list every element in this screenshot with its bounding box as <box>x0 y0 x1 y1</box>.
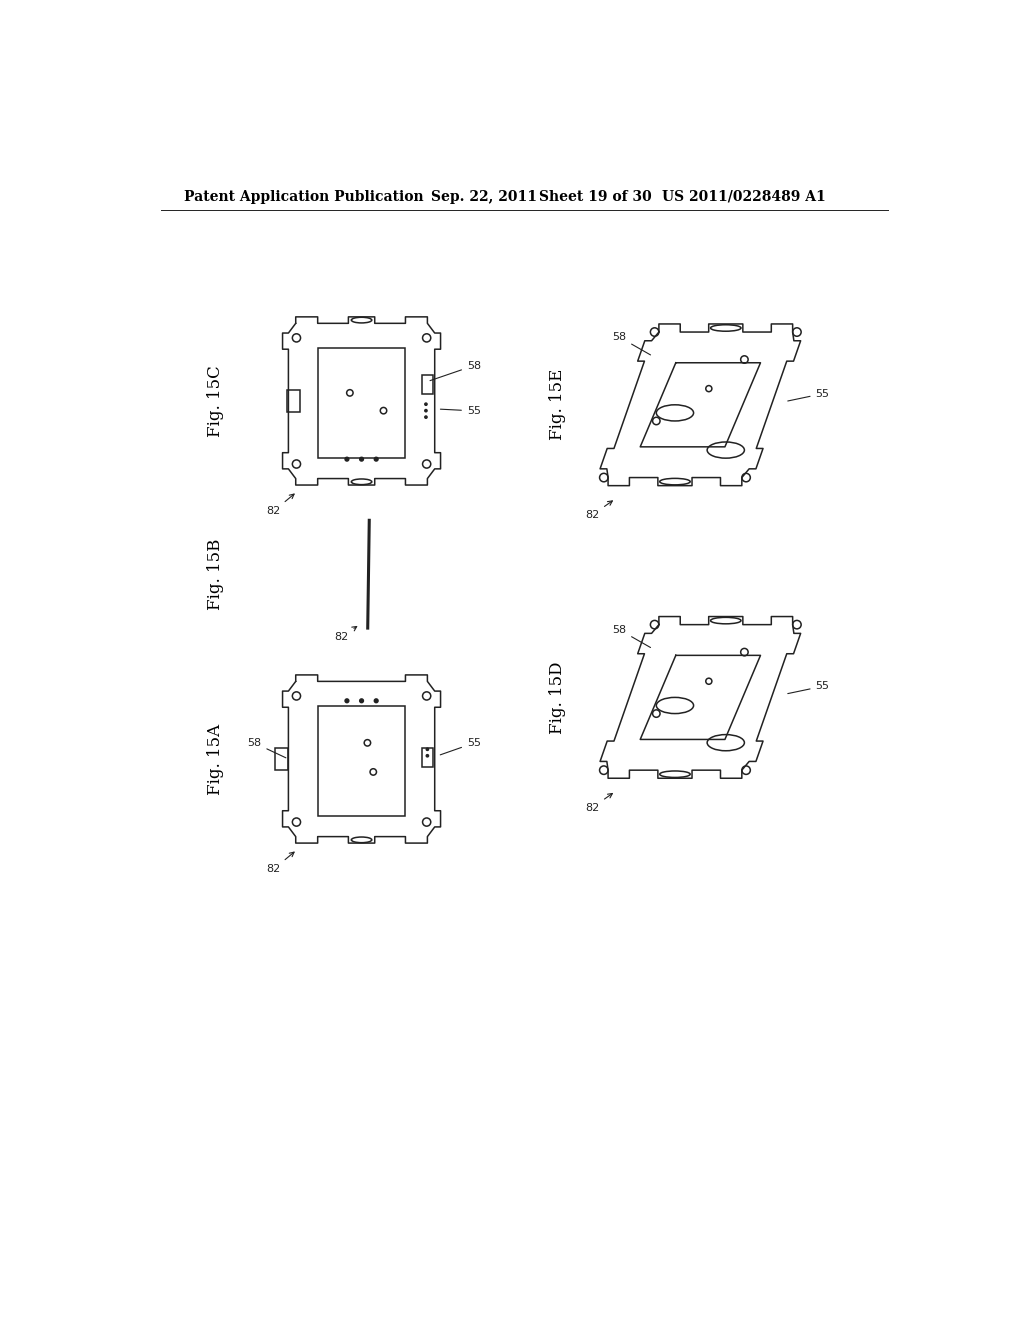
Text: 82: 82 <box>585 500 612 520</box>
Bar <box>422 375 433 395</box>
Circle shape <box>359 698 364 702</box>
Text: 58: 58 <box>612 333 650 355</box>
Circle shape <box>375 698 378 702</box>
Bar <box>317 706 406 816</box>
Text: 82: 82 <box>335 627 356 642</box>
Text: Fig. 15A: Fig. 15A <box>207 723 224 795</box>
Text: US 2011/0228489 A1: US 2011/0228489 A1 <box>662 190 825 203</box>
Circle shape <box>425 416 427 418</box>
Text: Sep. 22, 2011: Sep. 22, 2011 <box>431 190 537 203</box>
Text: 82: 82 <box>266 853 294 874</box>
Text: Fig. 15C: Fig. 15C <box>207 366 224 437</box>
Circle shape <box>345 457 349 461</box>
Text: 55: 55 <box>787 388 829 401</box>
Text: 55: 55 <box>787 681 829 693</box>
Text: Fig. 15B: Fig. 15B <box>207 539 224 610</box>
Text: 55: 55 <box>440 738 481 755</box>
Bar <box>287 389 300 412</box>
Circle shape <box>425 409 427 412</box>
Circle shape <box>359 457 364 461</box>
Circle shape <box>426 755 429 756</box>
Circle shape <box>345 698 349 702</box>
Text: 82: 82 <box>585 793 612 813</box>
Circle shape <box>425 403 427 405</box>
Circle shape <box>375 457 378 461</box>
Text: Fig. 15D: Fig. 15D <box>550 661 566 734</box>
Circle shape <box>426 748 429 751</box>
Text: Fig. 15E: Fig. 15E <box>550 370 566 441</box>
Bar <box>422 747 433 767</box>
Text: Sheet 19 of 30: Sheet 19 of 30 <box>539 190 651 203</box>
Text: 82: 82 <box>266 494 294 516</box>
Text: 55: 55 <box>440 405 481 416</box>
Text: 58: 58 <box>430 360 481 380</box>
Text: Patent Application Publication: Patent Application Publication <box>184 190 424 203</box>
Bar <box>317 347 406 458</box>
Text: 58: 58 <box>612 624 650 648</box>
Bar <box>275 747 289 771</box>
Text: 58: 58 <box>248 738 286 758</box>
